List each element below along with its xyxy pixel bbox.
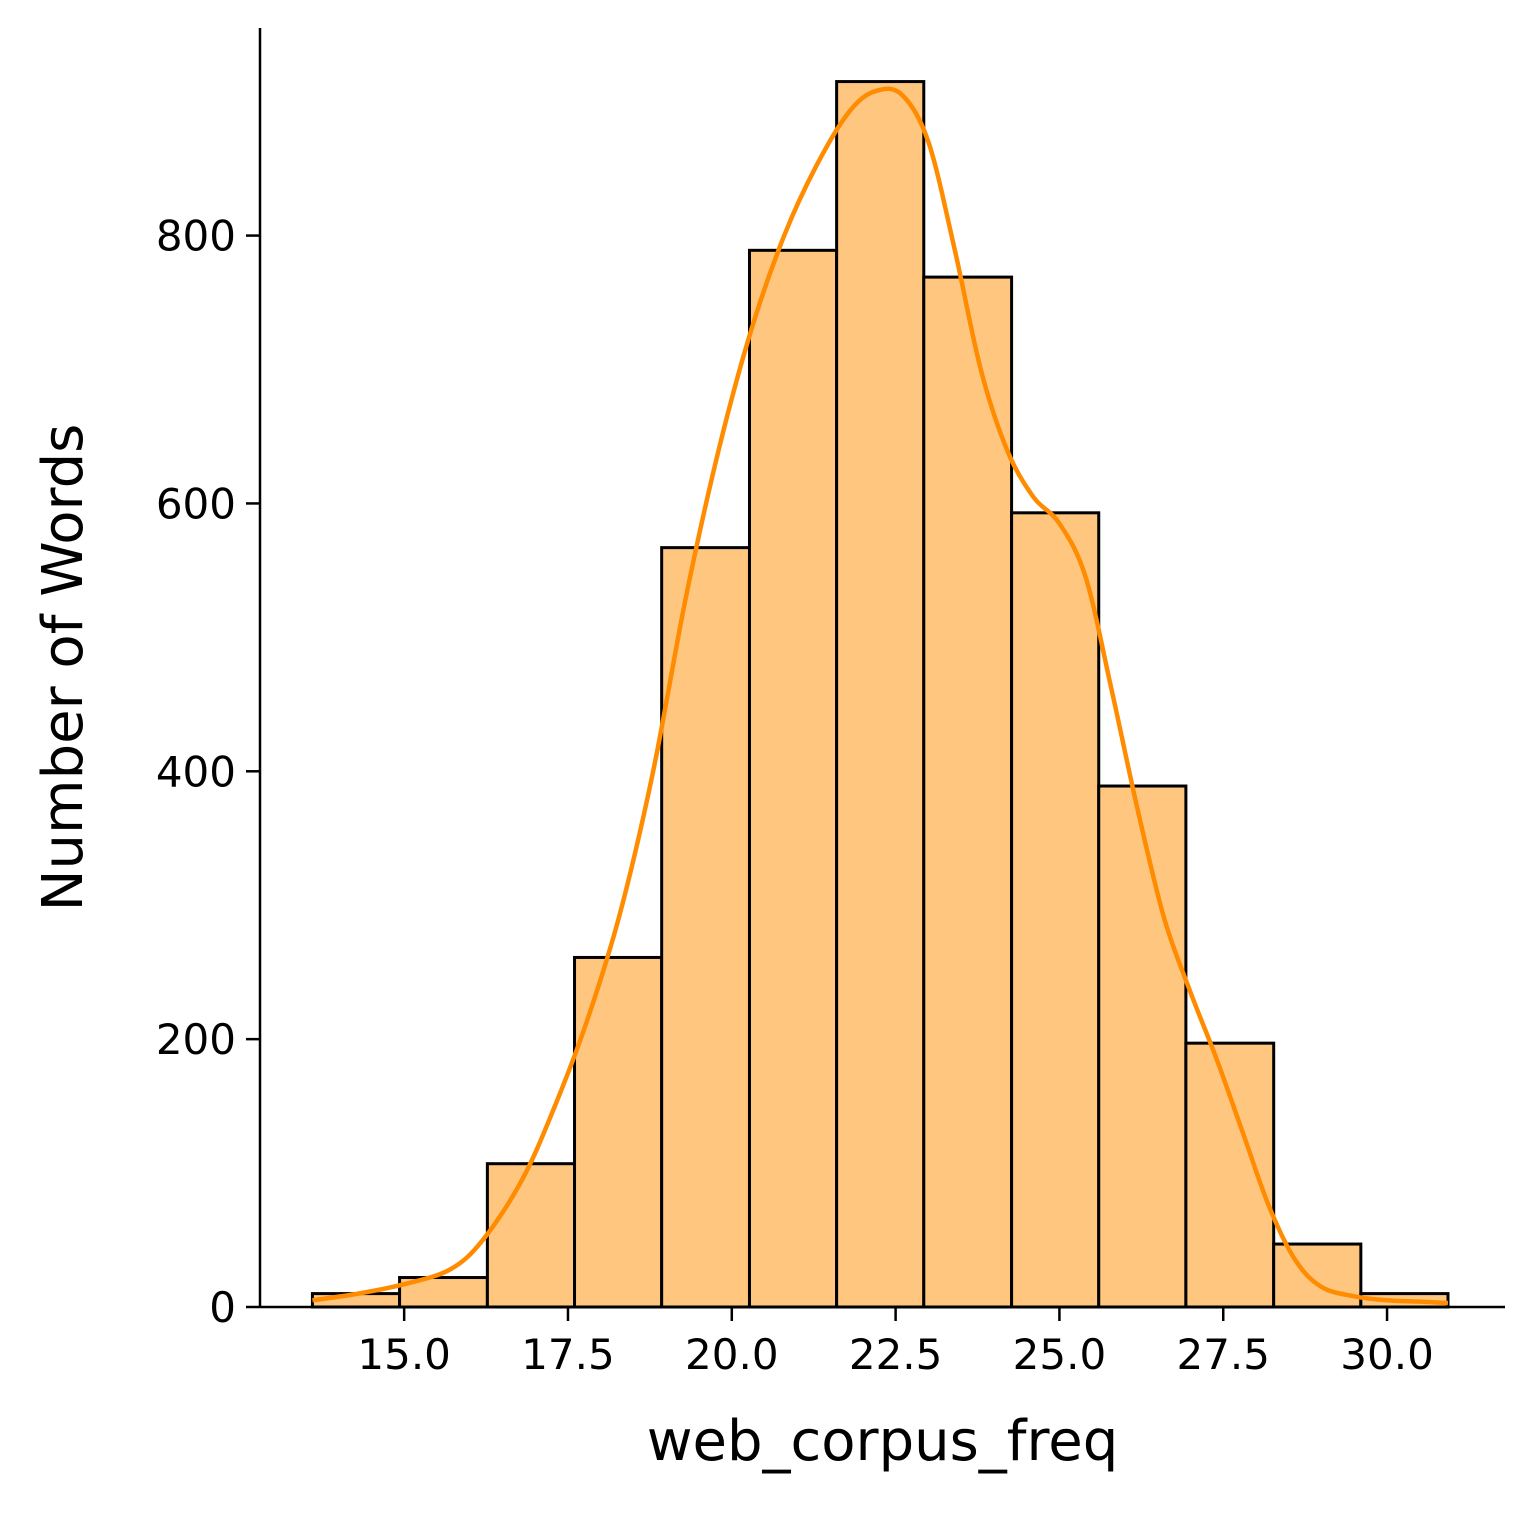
- y-axis-ticks: 0 200 400 600 800: [156, 212, 260, 1332]
- histogram-bar-7: [922, 275, 1014, 1309]
- histogram-bar-8: [1010, 511, 1101, 1309]
- y-tick-label: 200: [156, 1015, 236, 1064]
- kde-curve: [312, 86, 1449, 1306]
- histogram-bar-3: [573, 955, 664, 1309]
- histogram-bar-5: [747, 248, 839, 1309]
- histogram-bar-6: [835, 80, 926, 1309]
- histogram-bar-4: [660, 546, 751, 1309]
- histogram-bar-9: [1097, 784, 1188, 1309]
- y-tick-label: 800: [156, 212, 236, 261]
- y-tick-label: 0: [209, 1283, 236, 1332]
- x-tick-label: 22.5: [849, 1330, 943, 1379]
- x-tick-label: 15.0: [357, 1330, 451, 1379]
- x-tick-label: 20.0: [685, 1330, 779, 1379]
- y-axis-label: Number of Words: [31, 424, 96, 912]
- x-tick-label: 25.0: [1013, 1330, 1107, 1379]
- x-tick-label: 27.5: [1176, 1330, 1270, 1379]
- x-axis-label: web_corpus_freq: [647, 1409, 1119, 1474]
- histogram-bar-10: [1184, 1041, 1276, 1309]
- histogram-bar-11: [1272, 1242, 1363, 1309]
- x-tick-label: 30.0: [1340, 1330, 1434, 1379]
- y-tick-label: 400: [156, 747, 236, 796]
- y-tick-label: 600: [156, 479, 236, 528]
- x-tick-label: 17.5: [521, 1330, 615, 1379]
- histogram-bar-2: [485, 1162, 577, 1309]
- histogram-bars: [310, 80, 1450, 1309]
- x-axis-ticks: 15.0 17.5 20.0 22.5 25.0 27.5 30.0: [357, 1307, 1434, 1379]
